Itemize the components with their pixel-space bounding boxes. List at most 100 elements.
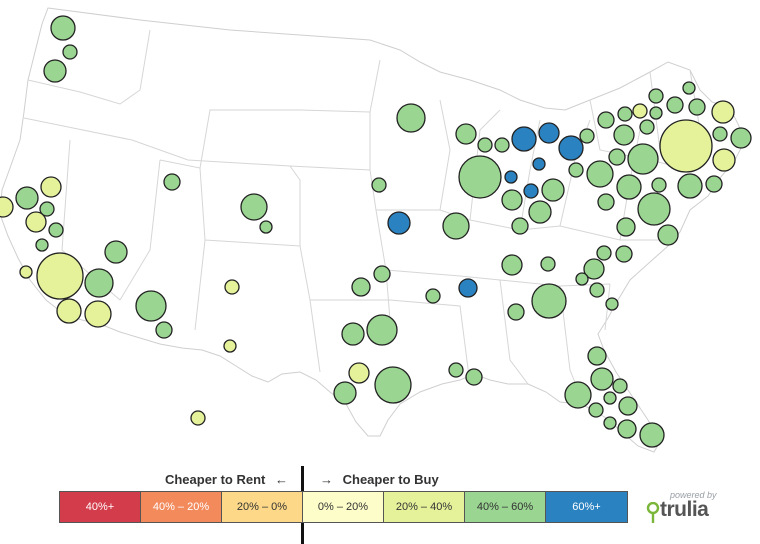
metro-bubble[interactable] — [528, 200, 552, 224]
metro-bubble[interactable] — [50, 15, 76, 41]
metro-bubble[interactable] — [666, 96, 684, 114]
metro-bubble[interactable] — [637, 192, 671, 226]
metro-bubble[interactable] — [35, 238, 49, 252]
metro-bubble[interactable] — [36, 252, 84, 300]
metro-bubble[interactable] — [511, 217, 529, 235]
metro-bubble[interactable] — [711, 100, 735, 124]
metro-bubble[interactable] — [677, 173, 703, 199]
metro-bubble[interactable] — [259, 220, 273, 234]
metro-bubble[interactable] — [608, 148, 626, 166]
metro-bubble[interactable] — [511, 126, 537, 152]
metro-bubble[interactable] — [616, 174, 642, 200]
metro-bubble[interactable] — [540, 256, 556, 272]
metro-bubble[interactable] — [373, 265, 391, 283]
metro-bubble[interactable] — [448, 362, 464, 378]
metro-bubble[interactable] — [597, 193, 615, 211]
metro-bubble[interactable] — [617, 106, 633, 122]
metro-bubble[interactable] — [575, 272, 589, 286]
metro-bubble[interactable] — [371, 177, 387, 193]
metro-bubble[interactable] — [240, 193, 268, 221]
metro-bubble[interactable] — [532, 157, 546, 171]
metro-bubble[interactable] — [618, 396, 638, 416]
metro-bubble[interactable] — [341, 322, 365, 346]
metro-bubble[interactable] — [84, 300, 112, 328]
metro-bubble[interactable] — [84, 268, 114, 298]
metro-bubble[interactable] — [494, 137, 510, 153]
metro-bubble[interactable] — [39, 201, 55, 217]
metro-bubble[interactable] — [224, 279, 240, 295]
metro-bubble[interactable] — [366, 314, 398, 346]
metro-bubble[interactable] — [507, 303, 525, 321]
metro-bubble[interactable] — [396, 103, 426, 133]
metro-bubble[interactable] — [568, 162, 584, 178]
metro-bubble[interactable] — [639, 119, 655, 135]
metro-bubble[interactable] — [531, 283, 567, 319]
metro-bubble[interactable] — [616, 217, 636, 237]
metro-bubble[interactable] — [43, 59, 67, 83]
metro-bubble[interactable] — [730, 127, 752, 149]
metro-bubble[interactable] — [523, 183, 539, 199]
metro-bubble[interactable] — [442, 212, 470, 240]
metro-bubble[interactable] — [586, 160, 614, 188]
metro-bubble[interactable] — [659, 119, 713, 173]
metro-bubble[interactable] — [596, 245, 612, 261]
metro-bubble[interactable] — [56, 298, 82, 324]
metro-bubble[interactable] — [538, 122, 560, 144]
metro-bubble[interactable] — [0, 196, 14, 218]
metro-bubble[interactable] — [579, 128, 595, 144]
metro-bubble[interactable] — [688, 98, 706, 116]
metro-bubble[interactable] — [387, 211, 411, 235]
metro-bubble[interactable] — [603, 416, 617, 430]
metro-bubble[interactable] — [501, 254, 523, 276]
metro-bubble[interactable] — [612, 378, 628, 394]
metro-bubble[interactable] — [40, 176, 62, 198]
metro-bubble[interactable] — [589, 282, 605, 298]
metro-bubble[interactable] — [465, 368, 483, 386]
metro-bubble[interactable] — [613, 124, 635, 146]
metro-bubble[interactable] — [682, 81, 696, 95]
metro-bubble[interactable] — [712, 126, 728, 142]
metro-bubble[interactable] — [455, 123, 477, 145]
metro-bubble[interactable] — [351, 277, 371, 297]
metro-bubble[interactable] — [632, 103, 648, 119]
metro-bubble[interactable] — [627, 143, 659, 175]
metro-bubble[interactable] — [501, 189, 523, 211]
metro-bubble[interactable] — [223, 339, 237, 353]
metro-bubble[interactable] — [617, 419, 637, 439]
metro-bubble[interactable] — [558, 135, 584, 161]
metro-bubble[interactable] — [588, 402, 604, 418]
metro-bubble[interactable] — [615, 245, 633, 263]
metro-bubble[interactable] — [564, 381, 592, 409]
metro-bubble[interactable] — [649, 106, 663, 120]
metro-bubble[interactable] — [163, 173, 181, 191]
metro-bubble[interactable] — [348, 362, 370, 384]
metro-bubble[interactable] — [639, 422, 665, 448]
metro-bubble[interactable] — [155, 321, 173, 339]
metro-bubble[interactable] — [597, 111, 615, 129]
metro-bubble[interactable] — [583, 258, 605, 280]
metro-bubble[interactable] — [651, 177, 667, 193]
metro-bubble[interactable] — [605, 297, 619, 311]
metro-bubble[interactable] — [648, 88, 664, 104]
metro-bubble[interactable] — [15, 186, 39, 210]
metro-bubble[interactable] — [477, 137, 493, 153]
metro-bubble[interactable] — [190, 410, 206, 426]
metro-bubble[interactable] — [104, 240, 128, 264]
metro-bubble[interactable] — [333, 381, 357, 405]
metro-bubble[interactable] — [48, 222, 64, 238]
metro-bubble[interactable] — [590, 367, 614, 391]
metro-bubble[interactable] — [504, 170, 518, 184]
metro-bubble[interactable] — [25, 211, 47, 233]
metro-bubble[interactable] — [62, 44, 78, 60]
metro-bubble[interactable] — [657, 224, 679, 246]
metro-bubble[interactable] — [425, 288, 441, 304]
metro-bubble[interactable] — [603, 391, 617, 405]
metro-bubble[interactable] — [705, 175, 723, 193]
metro-bubble[interactable] — [587, 346, 607, 366]
metro-bubble[interactable] — [712, 148, 736, 172]
metro-bubble[interactable] — [458, 155, 502, 199]
metro-bubble[interactable] — [458, 278, 478, 298]
metro-bubble[interactable] — [541, 178, 565, 202]
metro-bubble[interactable] — [374, 366, 412, 404]
metro-bubble[interactable] — [19, 265, 33, 279]
